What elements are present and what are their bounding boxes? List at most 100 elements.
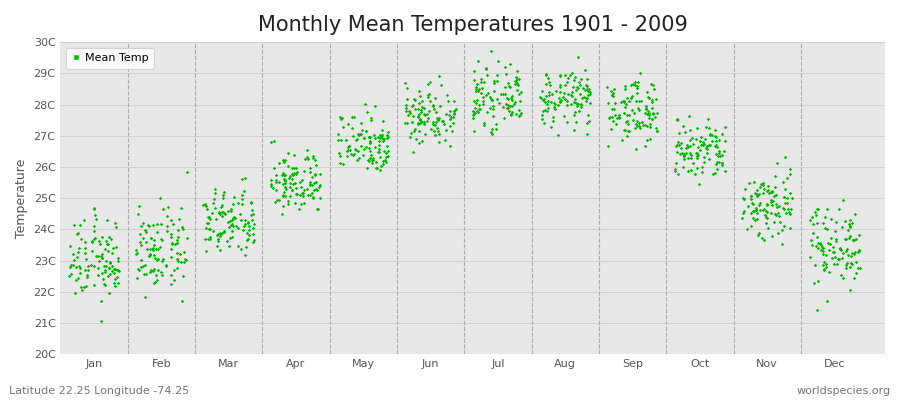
Point [483,105,498,111]
Point [828,254,842,260]
Point [566,84,580,90]
Point [421,108,436,114]
Point [558,72,572,79]
Point [198,236,212,242]
Point [351,148,365,154]
Point [747,208,761,214]
Point [745,200,760,206]
Point [770,210,785,216]
Point [292,192,307,199]
Point [571,100,585,107]
Point [242,226,256,233]
Point [292,206,306,212]
Point [806,214,820,220]
Point [226,200,240,207]
Point [166,276,181,283]
Point [485,103,500,110]
Point [716,131,730,137]
Point [310,206,325,212]
Point [669,160,683,166]
Point [560,98,574,104]
Point [690,150,705,156]
Point [110,274,124,280]
Point [268,179,283,185]
Point [502,108,517,114]
Point [98,268,112,275]
Point [761,190,776,196]
Point [674,145,688,151]
Point [296,199,310,206]
Point [199,203,213,209]
Point [503,61,517,67]
Point [228,214,242,221]
Point [214,204,229,210]
Point [640,111,654,117]
Point [446,110,461,116]
Point [770,160,784,166]
Point [295,190,310,196]
Point [672,142,687,148]
Point [207,196,221,202]
Point [818,214,832,220]
Point [686,140,700,147]
Point [309,171,323,178]
Point [264,177,278,184]
Point [539,71,554,78]
Point [234,200,248,207]
Point [171,227,185,233]
Point [330,137,345,143]
Point [356,135,371,142]
Point [823,241,837,248]
Point [472,85,486,92]
Point [561,75,575,82]
Point [140,246,154,252]
Point [605,92,619,98]
Point [508,110,523,117]
Point [213,230,228,236]
Point [674,140,688,146]
Point [620,94,634,101]
Point [581,118,596,124]
Point [545,91,560,97]
Point [513,112,527,118]
Point [558,82,572,88]
Point [634,118,649,125]
Point [171,258,185,264]
Point [513,98,527,104]
Point [149,246,164,252]
Point [476,94,491,101]
Point [172,216,186,222]
Point [639,103,653,110]
Point [473,79,488,86]
Point [573,76,588,82]
Point [141,252,156,259]
Point [640,136,654,143]
Point [427,128,441,134]
Point [165,217,179,224]
Point [76,217,91,224]
Point [847,274,861,281]
Point [746,215,760,221]
Point [510,82,525,88]
Point [710,166,724,172]
Point [744,223,759,230]
Point [834,224,849,231]
Point [235,196,249,202]
Point [833,245,848,252]
Point [553,98,567,105]
Point [169,250,184,256]
Point [485,97,500,103]
Point [160,204,175,210]
Point [154,220,168,227]
Point [142,253,157,260]
Point [340,152,355,159]
Point [852,248,867,254]
Point [404,130,419,137]
Point [752,207,767,214]
Point [851,232,866,238]
Point [614,99,628,105]
Point [313,194,328,201]
Point [215,212,230,219]
Point [606,90,620,97]
Point [606,118,620,124]
